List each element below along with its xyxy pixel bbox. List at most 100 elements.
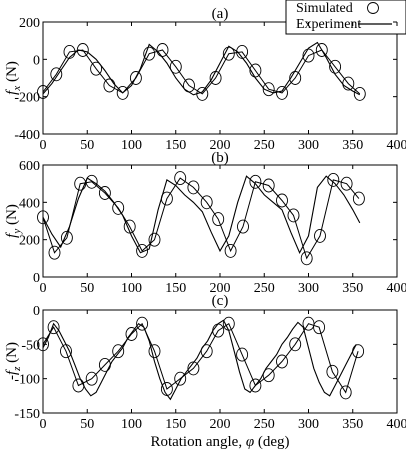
data-point-simulated [74, 176, 87, 191]
y-axis-label-sub: y [11, 229, 23, 235]
y-tick-label: -400 [14, 128, 40, 143]
y-axis-label-main: -f [4, 369, 20, 380]
x-tick-label: 0 [40, 138, 47, 153]
x-tick-label: 0 [40, 417, 47, 432]
legend-box [285, 0, 406, 35]
plot-frame [42, 309, 398, 414]
x-tick-label: 400 [387, 281, 406, 296]
x-tick-label: 100 [121, 281, 142, 296]
data-point-simulated [212, 212, 225, 227]
x-axis-label: Rotation angle, φ (deg) [150, 434, 289, 450]
data-point-simulated [76, 43, 89, 57]
y-axis-label: fx (N) [4, 61, 23, 95]
y-tick-label: 400 [19, 196, 40, 211]
x-axis-label-main: Rotation angle, [150, 434, 245, 450]
data-point-simulated [90, 61, 103, 76]
y-axis-label: -fz (N) [4, 342, 23, 380]
data-point-simulated [236, 347, 249, 362]
y-axis-label: fy (N) [4, 204, 23, 238]
x-tick-label: 0 [40, 281, 47, 296]
legend-label-experiment: Experiment [296, 17, 361, 32]
x-tick-label: 300 [298, 417, 319, 432]
data-point-simulated [287, 208, 300, 223]
data-point-simulated [340, 176, 353, 191]
data-point-simulated [125, 327, 138, 341]
y-axis-label-unit: (N) [4, 342, 20, 367]
data-point-simulated [313, 320, 326, 335]
legend-marker-simulated [367, 2, 379, 14]
x-tick-label: 150 [165, 417, 186, 432]
x-tick-label: 200 [210, 417, 231, 432]
data-point-simulated [262, 368, 275, 383]
data-point-simulated [326, 364, 339, 379]
x-tick-label: 250 [254, 281, 275, 296]
data-point-simulated [352, 191, 365, 206]
legend: Simulated Experiment [285, 0, 406, 35]
data-point-simulated [85, 371, 98, 386]
data-point-simulated [200, 344, 213, 359]
panel-c: (c) -fz (N) Rotation angle, φ (deg) 0 50 1… [4, 293, 406, 450]
y-tick-label: -100 [14, 373, 40, 388]
data-point-simulated [47, 320, 60, 335]
y-tick-label: 0 [33, 304, 40, 319]
data-point-simulated [327, 172, 340, 187]
data-point-simulated [353, 86, 366, 101]
data-point-simulated [200, 195, 213, 210]
y-tick-label: 0 [33, 271, 40, 286]
data-point-simulated [315, 43, 328, 57]
data-point-simulated [314, 228, 326, 243]
series-line-simulated [42, 177, 360, 260]
data-point-simulated [48, 245, 61, 260]
x-tick-label: 350 [342, 281, 363, 296]
data-point-simulated [262, 178, 275, 193]
y-axis-label-sub: z [11, 366, 23, 372]
data-point-simulated [37, 85, 49, 99]
series-line-experiment [42, 41, 361, 96]
y-axis-label-sub: x [11, 86, 23, 92]
x-tick-label: 200 [210, 281, 231, 296]
y-tick-label: 200 [19, 234, 40, 249]
data-point-simulated [249, 378, 262, 393]
data-point-simulated [300, 251, 313, 266]
series-line-experiment [42, 319, 357, 401]
panel-label: (c) [212, 293, 229, 309]
y-tick-label: -50 [21, 338, 40, 353]
x-tick-label: 250 [254, 417, 275, 432]
data-point-simulated [174, 171, 187, 186]
series-line-simulated [42, 322, 359, 394]
x-tick-label: 150 [165, 138, 186, 153]
x-axis-label-phi: φ [246, 434, 254, 450]
data-point-simulated [37, 337, 49, 352]
data-point-simulated [236, 44, 249, 59]
y-tick-label: -150 [14, 407, 40, 422]
x-tick-label: 100 [121, 138, 142, 153]
x-tick-label: 350 [342, 417, 363, 432]
data-point-simulated [276, 354, 288, 369]
y-tick-label: 0 [33, 53, 40, 68]
panel-a: (a) fx (N) Simulated Experiment 0 50 100 15… [4, 0, 406, 153]
panel-b: (b) fy (N) 0 50 100 150 200 250 300 350 400 0 200 4… [4, 150, 406, 296]
x-tick-label: 150 [165, 281, 186, 296]
panel-label: (b) [211, 150, 229, 166]
data-point-simulated [224, 243, 237, 258]
x-tick-label: 200 [210, 138, 231, 153]
data-point-simulated [37, 210, 49, 225]
data-point-simulated [136, 316, 149, 331]
data-point-simulated [339, 385, 352, 400]
data-point-simulated [129, 71, 142, 85]
data-point-simulated [136, 243, 149, 258]
data-point-simulated [148, 232, 161, 247]
y-tick-label: -200 [14, 91, 40, 106]
data-point-simulated [169, 59, 182, 74]
data-point-simulated [262, 82, 275, 97]
data-point-simulated [249, 174, 262, 189]
x-tick-label: 250 [254, 138, 275, 153]
data-point-simulated [237, 219, 249, 234]
x-tick-label: 50 [80, 138, 94, 153]
x-tick-label: 300 [298, 138, 319, 153]
data-point-simulated [112, 200, 125, 215]
data-point-simulated [156, 43, 169, 57]
x-tick-label: 300 [298, 281, 319, 296]
data-point-simulated [50, 67, 63, 82]
